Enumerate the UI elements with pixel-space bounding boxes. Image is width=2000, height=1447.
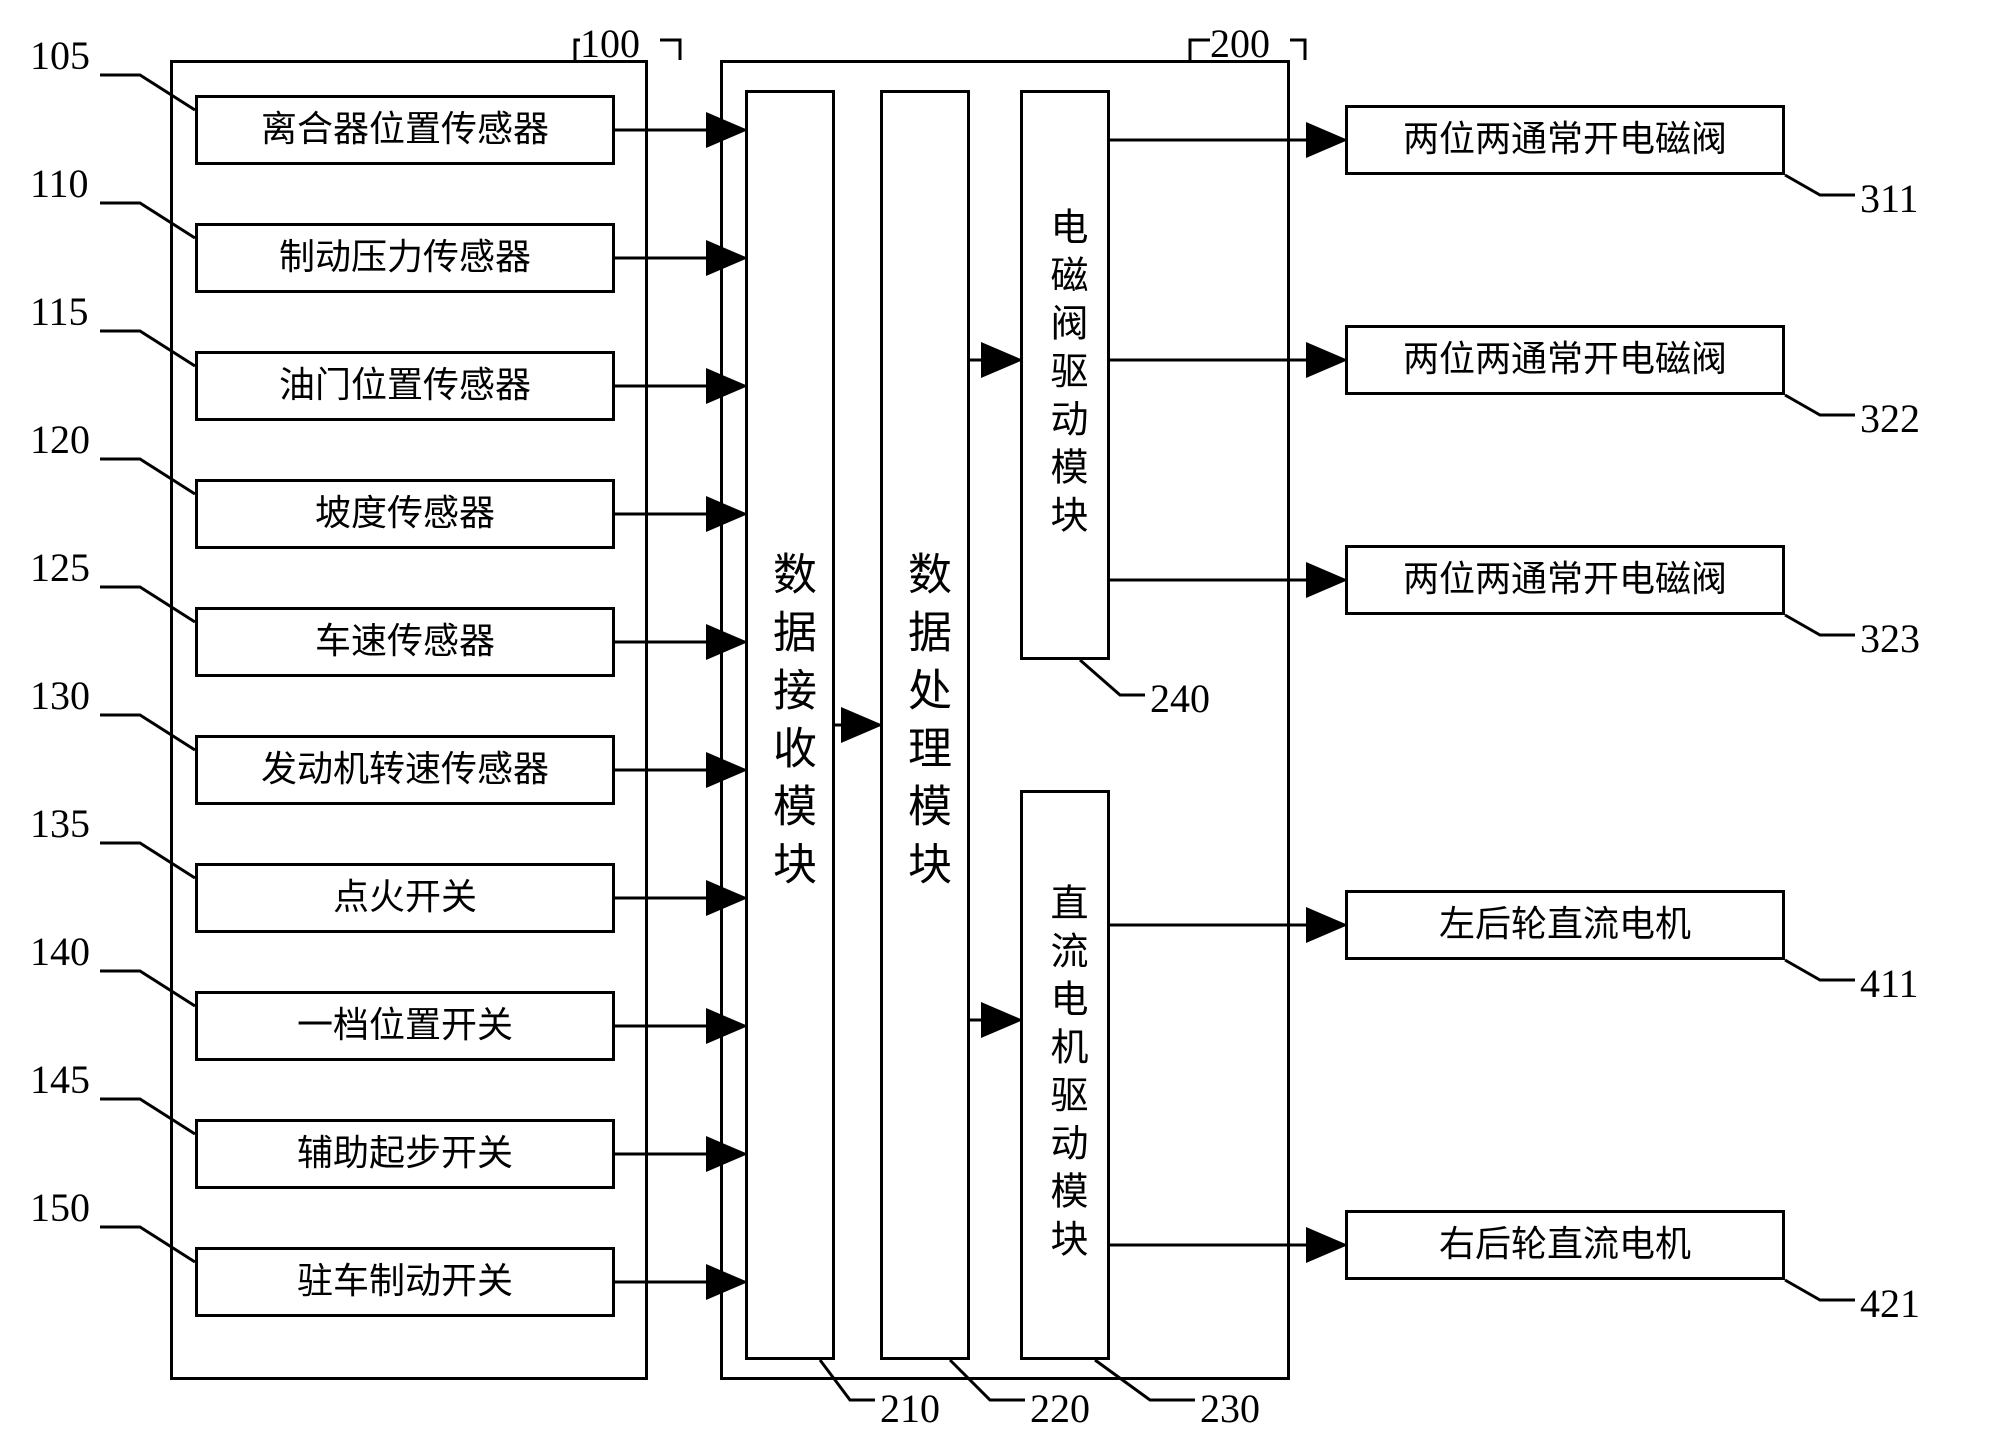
sensor-125: 车速传感器 [195, 607, 615, 677]
module-230-label: 直流电机驱动模块 [1046, 883, 1084, 1267]
ref-115: 115 [30, 288, 89, 335]
ref-240: 240 [1150, 675, 1210, 722]
sensor-135: 点火开关 [195, 863, 615, 933]
ref-120: 120 [30, 416, 90, 463]
output-323: 两位两通常开电磁阀 [1345, 545, 1785, 615]
ref-110: 110 [30, 160, 89, 207]
output-322: 两位两通常开电磁阀 [1345, 325, 1785, 395]
output-421: 右后轮直流电机 [1345, 1210, 1785, 1280]
ref-311: 311 [1860, 175, 1919, 222]
module-220-label: 数据处理模块 [903, 551, 947, 899]
ref-200: 200 [1210, 20, 1270, 67]
ref-210: 210 [880, 1385, 940, 1432]
sensor-110: 制动压力传感器 [195, 223, 615, 293]
sensor-140: 一档位置开关 [195, 991, 615, 1061]
module-220: 数据处理模块 [880, 90, 970, 1360]
ref-220: 220 [1030, 1385, 1090, 1432]
output-311: 两位两通常开电磁阀 [1345, 105, 1785, 175]
diagram-canvas: 离合器位置传感器 制动压力传感器 油门位置传感器 坡度传感器 车速传感器 发动机… [20, 20, 2000, 1427]
output-411: 左后轮直流电机 [1345, 890, 1785, 960]
module-230: 直流电机驱动模块 [1020, 790, 1110, 1360]
ref-421: 421 [1860, 1280, 1920, 1327]
ref-140: 140 [30, 928, 90, 975]
sensor-120: 坡度传感器 [195, 479, 615, 549]
ref-150: 150 [30, 1184, 90, 1231]
module-240: 电磁阀驱动模块 [1020, 90, 1110, 660]
ref-105: 105 [30, 32, 90, 79]
ref-230: 230 [1200, 1385, 1260, 1432]
ref-135: 135 [30, 800, 90, 847]
sensor-150: 驻车制动开关 [195, 1247, 615, 1317]
ref-130: 130 [30, 672, 90, 719]
ref-145: 145 [30, 1056, 90, 1103]
module-210-label: 数据接收模块 [768, 551, 812, 899]
sensor-105: 离合器位置传感器 [195, 95, 615, 165]
ref-125: 125 [30, 544, 90, 591]
ref-323: 323 [1860, 615, 1920, 662]
sensor-115: 油门位置传感器 [195, 351, 615, 421]
sensor-130: 发动机转速传感器 [195, 735, 615, 805]
module-240-label: 电磁阀驱动模块 [1046, 207, 1084, 543]
sensor-145: 辅助起步开关 [195, 1119, 615, 1189]
ref-411: 411 [1860, 960, 1919, 1007]
ref-100: 100 [580, 20, 640, 67]
module-210: 数据接收模块 [745, 90, 835, 1360]
ref-322: 322 [1860, 395, 1920, 442]
